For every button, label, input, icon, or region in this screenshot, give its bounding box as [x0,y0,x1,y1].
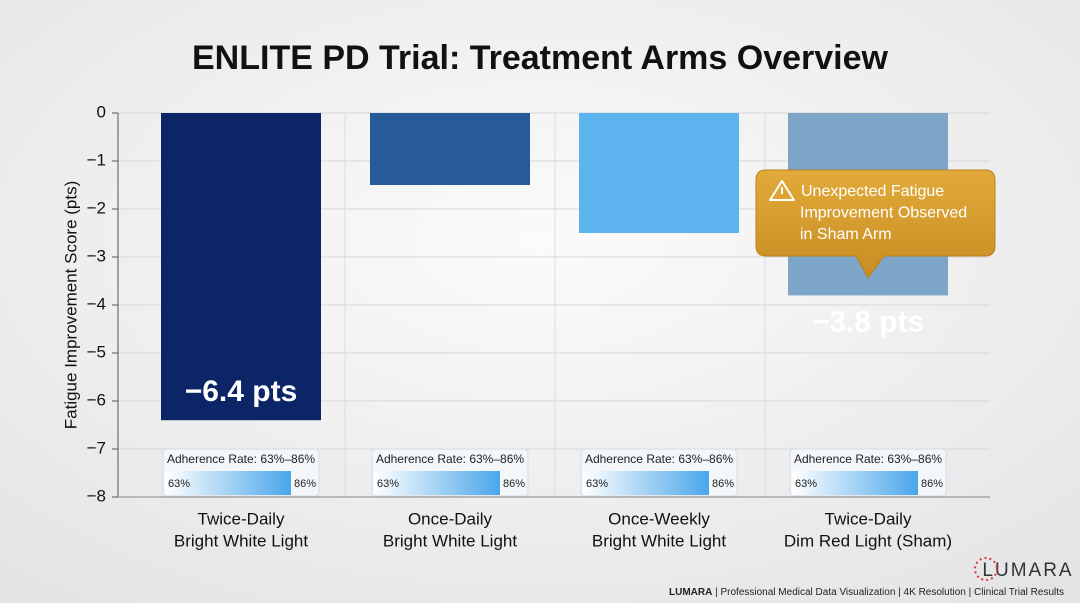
y-tick-label: −5 [87,342,106,361]
y-tick-label: −6 [87,390,106,409]
value-label: −6.4 pts [185,375,298,408]
y-tick-label: −8 [87,486,106,505]
chart-title: ENLITE PD Trial: Treatment Arms Overview [192,39,889,77]
x-tick-label: Twice-Daily [198,509,285,528]
adherence-label: Adherence Rate: 63%–86% [585,452,733,466]
callout-text: Improvement Observed [800,205,967,222]
x-tick-label: Twice-Daily [825,509,912,528]
y-tick-label: 0 [97,102,106,121]
adherence-gradient [792,471,918,495]
adherence-low: 63% [795,478,817,490]
y-axis-label: Fatigue Improvement Score (pts) [61,181,80,429]
callout-box [755,169,996,279]
x-tick-label: Bright White Light [592,531,726,550]
adherence-label: Adherence Rate: 63%–86% [376,452,524,466]
adherence-low: 63% [168,478,190,490]
adherence-high: 86% [294,478,316,490]
bar [579,113,739,233]
warning-icon [769,180,795,201]
value-label: −3.8 pts [812,305,925,338]
y-tick-label: −4 [87,294,106,313]
adherence-gradient [165,471,291,495]
x-tick-label: Once-Weekly [608,509,710,528]
bar [161,113,321,421]
x-tick-label: Bright White Light [383,531,517,550]
y-tick-label: −1 [87,150,106,169]
y-tick-label: −2 [87,198,106,217]
footer: LUMARA | Professional Medical Data Visua… [669,587,1064,598]
callout: Unexpected Fatigue Improvement Observed in… [755,169,996,279]
adherence-low: 63% [586,478,608,490]
footer-brand: LUMARA [669,587,712,598]
bar [370,113,530,185]
adherence-label: Adherence Rate: 63%–86% [794,452,942,466]
x-tick-label: Once-Daily [408,509,493,528]
y-tick-label: −7 [87,438,106,457]
adherence-high: 86% [921,478,943,490]
footer-text: | Professional Medical Data Visualizatio… [712,587,1064,598]
x-tick-label: Bright White Light [174,531,308,550]
adherence-gradient [374,471,500,495]
adherence-label: Adherence Rate: 63%–86% [167,452,315,466]
adherence-high: 86% [712,478,734,490]
callout-text: Unexpected Fatigue [801,183,944,200]
logo: LUMARA [982,560,1073,581]
y-tick-label: −3 [87,246,106,265]
logo-mark [974,557,998,581]
x-tick-label: Dim Red Light (Sham) [784,531,952,550]
callout-text: in Sham Arm [800,226,892,243]
adherence-low: 63% [377,478,399,490]
adherence-high: 86% [503,478,525,490]
adherence-gradient [583,471,709,495]
